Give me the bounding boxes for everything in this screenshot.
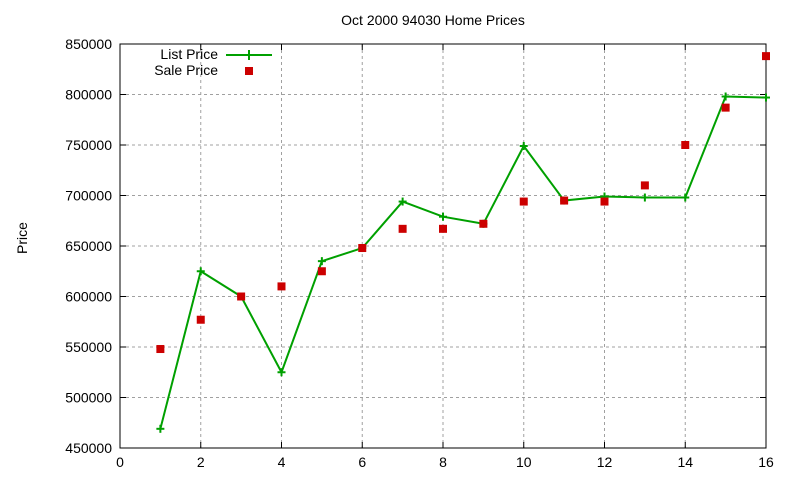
svg-text:650000: 650000 xyxy=(65,238,112,254)
legend-label: List Price xyxy=(160,46,218,62)
svg-text:4: 4 xyxy=(278,454,286,470)
svg-text:6: 6 xyxy=(358,454,366,470)
svg-text:12: 12 xyxy=(597,454,613,470)
svg-text:700000: 700000 xyxy=(65,188,112,204)
svg-text:8: 8 xyxy=(439,454,447,470)
legend-item-sale-price: Sale Price xyxy=(130,62,272,78)
legend-label: Sale Price xyxy=(154,62,218,78)
svg-text:10: 10 xyxy=(516,454,532,470)
chart-title: Oct 2000 94030 Home Prices xyxy=(341,12,525,28)
svg-text:2: 2 xyxy=(197,454,205,470)
svg-text:16: 16 xyxy=(758,454,774,470)
svg-text:500000: 500000 xyxy=(65,390,112,406)
svg-text:600000: 600000 xyxy=(65,289,112,305)
square-marker-icon xyxy=(245,67,253,75)
svg-text:550000: 550000 xyxy=(65,339,112,355)
svg-text:750000: 750000 xyxy=(65,137,112,153)
svg-text:0: 0 xyxy=(116,454,124,470)
legend: List Price Sale Price xyxy=(130,46,272,78)
svg-text:800000: 800000 xyxy=(65,87,112,103)
svg-text:14: 14 xyxy=(677,454,693,470)
legend-item-list-price: List Price xyxy=(130,46,272,62)
svg-text:450000: 450000 xyxy=(65,440,112,456)
svg-text:850000: 850000 xyxy=(65,36,112,52)
plus-marker-icon xyxy=(226,50,272,60)
